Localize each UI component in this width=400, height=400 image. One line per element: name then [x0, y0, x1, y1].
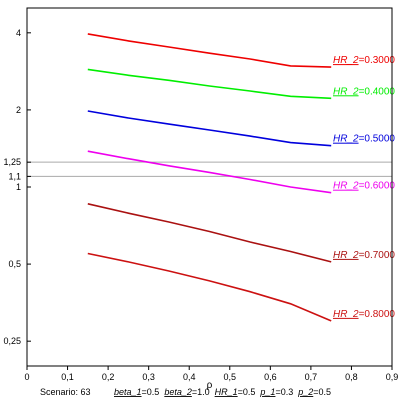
series-line-0.3000	[87, 33, 332, 68]
y-tick-label: 0,25	[3, 336, 21, 346]
series-line-0.8000	[87, 252, 332, 322]
series-label-name: HR_2	[333, 55, 359, 66]
series-label: HR_2=0.4000	[333, 86, 395, 97]
param-name: HR_1	[215, 387, 238, 397]
x-tick-label: 0,4	[183, 372, 196, 382]
series-label-name: HR_2	[333, 181, 359, 192]
series-label-value: =0.7000	[359, 250, 396, 261]
x-tick-label: 0,3	[142, 372, 155, 382]
series-label-value: =0.6000	[359, 181, 396, 192]
param-value: =0.5	[313, 387, 331, 397]
series-line-0.7000	[87, 203, 332, 263]
param-name: beta_1	[114, 387, 142, 397]
param-value: =0.5	[238, 387, 256, 397]
y-tick-label: 4	[16, 28, 21, 38]
x-tick-label: 0,9	[386, 372, 399, 382]
series-label: HR_2=0.3000	[333, 55, 395, 66]
series-line-0.5000	[87, 110, 332, 147]
reference-lines	[27, 161, 392, 177]
series-label-value: =0.5000	[359, 134, 396, 145]
series-label: HR_2=0.7000	[333, 250, 395, 261]
x-tick-label: 0,5	[224, 372, 237, 382]
series-line-0.6000	[87, 150, 332, 194]
scenario-label: Scenario: 63	[40, 387, 91, 397]
x-tick-label: 0	[24, 372, 29, 382]
series-label-name: HR_2	[333, 134, 359, 145]
series-layer: HR_2=0.3000HR_2=0.4000HR_2=0.5000HR_2=0.…	[87, 33, 395, 322]
plot-frame	[26, 7, 393, 367]
series-label-name: HR_2	[333, 309, 359, 320]
footer-params: beta_1=0.5 beta_2=1.0 HR_1=0.5 p_1=0.3 p_2=0…	[114, 387, 331, 397]
y-tick-label: 0,5	[8, 259, 21, 269]
series-label: HR_2=0.8000	[333, 309, 395, 320]
series-label-value: =0.3000	[359, 55, 396, 66]
x-tick-label: 0,7	[305, 372, 318, 382]
series-label: HR_2=0.5000	[333, 134, 395, 145]
series-label-name: HR_2	[333, 250, 359, 261]
param-name: p_2	[297, 387, 313, 397]
x-axis: 0 0,1 0,2 0,3 0,4 0,5 0,6 0,7 0,8 0,9	[24, 366, 398, 382]
series-line-0.4000	[87, 68, 332, 100]
x-tick-label: 0,1	[61, 372, 74, 382]
param-name: p_1	[259, 387, 275, 397]
x-tick-label: 0,2	[102, 372, 115, 382]
x-axis-title: ρ	[207, 380, 213, 391]
series-label-value: =0.8000	[359, 309, 396, 320]
param-value: =0.5	[142, 387, 160, 397]
series-label-name: HR_2	[333, 86, 359, 97]
series-label-value: =0.4000	[359, 86, 396, 97]
x-tick-label: 0,6	[264, 372, 277, 382]
x-tick-label: 0,8	[345, 372, 358, 382]
y-tick-label: 2	[16, 105, 21, 115]
param-name: beta_2	[164, 387, 192, 397]
y-tick-label: 1	[16, 182, 21, 192]
footer-parameters: Scenario: 63 beta_1=0.5 beta_2=1.0 HR_1=0.…	[40, 387, 331, 397]
y-tick-label: 1,1	[8, 171, 21, 181]
y-axis: 0,25 0,5 11,1 1,25 2 4	[3, 28, 31, 346]
param-value: =1.0	[192, 387, 210, 397]
series-label: HR_2=0.6000	[333, 181, 395, 192]
param-value: =0.3	[275, 387, 293, 397]
y-tick-label: 1,25	[3, 157, 21, 167]
